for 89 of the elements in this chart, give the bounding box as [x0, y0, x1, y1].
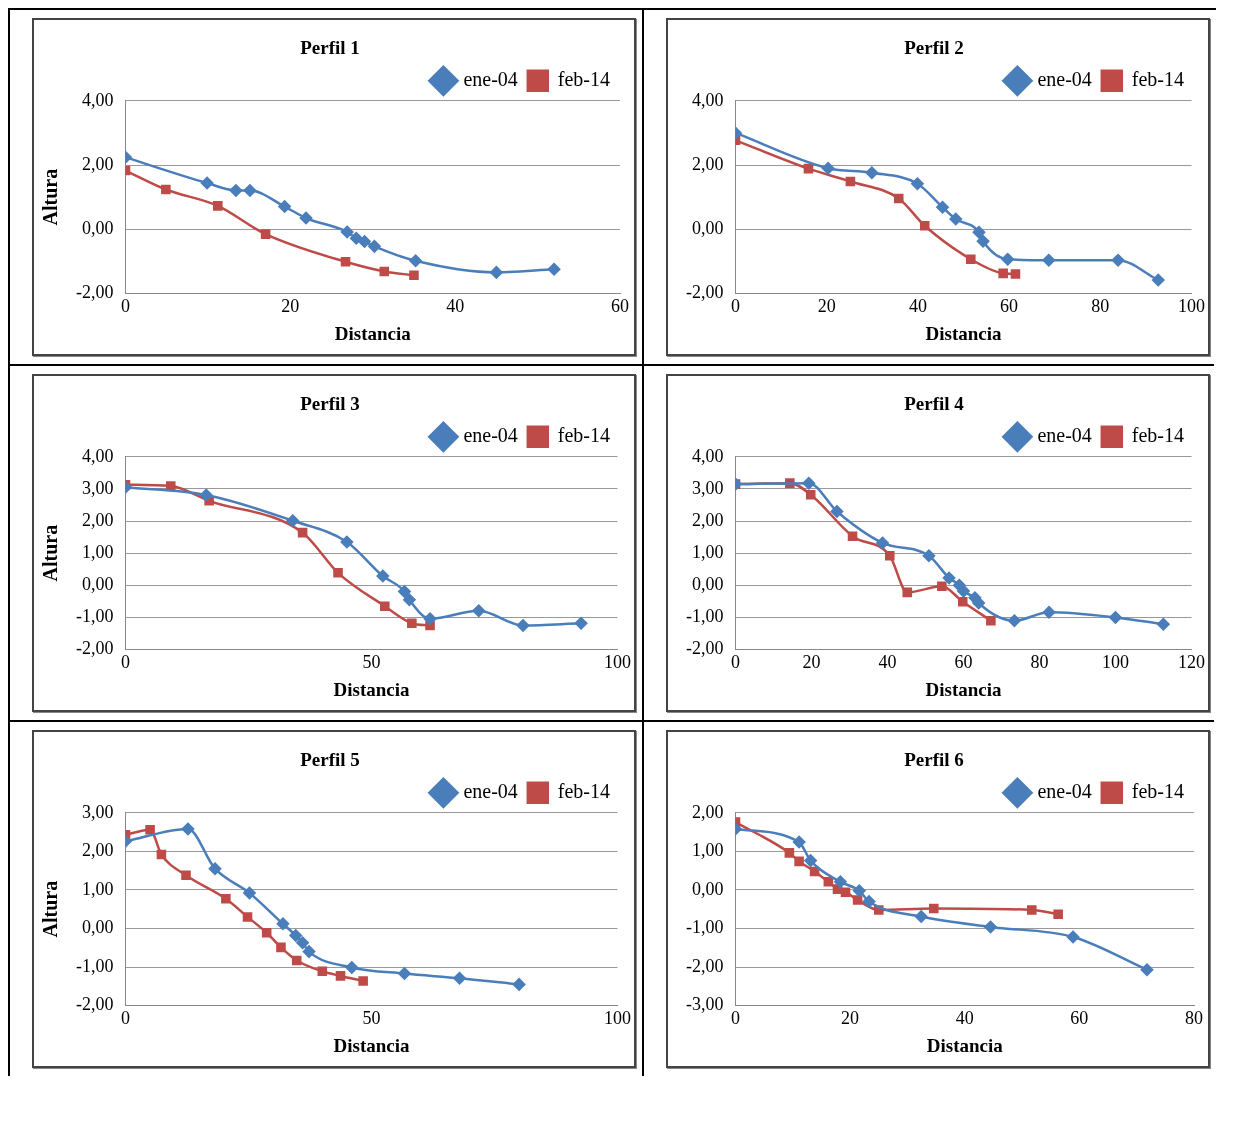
x-tick-label: 20 — [841, 1008, 860, 1029]
x-tick-label: 100 — [604, 652, 631, 673]
y-tick-label: 3,00 — [691, 477, 724, 498]
y-tick-label: 3,00 — [81, 477, 114, 498]
y-tick-label: 0,00 — [691, 574, 724, 595]
x-tick-label: 40 — [878, 652, 897, 673]
y-tick-label: -1,00 — [685, 917, 724, 938]
x-tick-label: 0 — [120, 652, 130, 673]
y-tick-label: -2,00 — [75, 282, 114, 303]
y-tick-label: 0,00 — [81, 574, 114, 595]
legend-label: ene-04 — [463, 424, 518, 447]
x-tick-label: 60 — [1070, 1008, 1089, 1029]
y-tick-label: -2,00 — [75, 638, 114, 659]
y-tick-label: 2,00 — [691, 509, 724, 530]
x-tick-label: 0 — [730, 652, 740, 673]
y-tick-label: -2,00 — [685, 282, 724, 303]
x-tick-label: 50 — [362, 1008, 381, 1029]
x-axis-title: Distancia — [925, 678, 1002, 700]
y-tick-label: 0,00 — [691, 878, 724, 899]
x-axis-title: Distancia — [925, 322, 1002, 344]
x-axis-title: Distancia — [926, 1034, 1004, 1056]
y-tick-label: -1,00 — [685, 606, 724, 627]
y-tick-label: -1,00 — [75, 606, 114, 627]
x-tick-label: 40 — [908, 296, 927, 317]
x-tick-label: 100 — [1178, 296, 1205, 317]
legend-label: feb-14 — [1131, 780, 1185, 803]
y-tick-label: 1,00 — [691, 840, 724, 861]
legend-label: ene-04 — [1037, 780, 1092, 803]
y-tick-label: 4,00 — [81, 89, 114, 110]
y-tick-label: 4,00 — [691, 89, 724, 110]
y-tick-label: 2,00 — [81, 153, 114, 174]
legend-label: feb-14 — [557, 424, 611, 447]
x-tick-label: 20 — [817, 296, 836, 317]
x-tick-label: 50 — [362, 652, 381, 673]
x-axis-title: Distancia — [333, 678, 410, 700]
y-axis-title: Altura — [39, 168, 62, 226]
legend-label: feb-14 — [1131, 68, 1185, 91]
x-tick-label: 40 — [446, 296, 465, 317]
x-tick-label: 0 — [120, 1008, 130, 1029]
x-tick-label: 20 — [281, 296, 300, 317]
y-tick-label: 1,00 — [691, 541, 724, 562]
y-tick-label: -1,00 — [75, 955, 114, 976]
legend-label: ene-04 — [1037, 424, 1092, 447]
x-axis-title: Distancia — [333, 1034, 410, 1056]
y-tick-label: 4,00 — [81, 445, 114, 466]
legend-label: feb-14 — [557, 780, 611, 803]
chart-title: Perfil 4 — [904, 393, 965, 415]
legend-label: feb-14 — [1131, 424, 1185, 447]
x-tick-label: 0 — [120, 296, 130, 317]
y-axis-title: Altura — [39, 524, 62, 582]
y-tick-label: 0,00 — [691, 218, 724, 239]
y-tick-label: -3,00 — [685, 994, 724, 1015]
y-axis-title: Altura — [39, 880, 62, 938]
chart-title: Perfil 5 — [300, 749, 360, 771]
y-tick-label: 2,00 — [691, 801, 724, 822]
y-tick-label: 1,00 — [81, 878, 114, 899]
x-tick-label: 80 — [1030, 652, 1049, 673]
x-axis-title: Distancia — [334, 322, 412, 344]
y-tick-label: 3,00 — [81, 801, 114, 822]
y-tick-label: 2,00 — [691, 153, 724, 174]
x-tick-label: 60 — [611, 296, 629, 317]
y-tick-label: 4,00 — [691, 445, 724, 466]
chart-title: Perfil 2 — [904, 37, 964, 59]
x-tick-label: 120 — [1178, 652, 1205, 673]
y-tick-label: 2,00 — [81, 840, 114, 861]
legend-label: ene-04 — [463, 780, 518, 803]
chart-title: Perfil 3 — [300, 393, 360, 415]
y-tick-label: 0,00 — [81, 218, 114, 239]
legend-label: ene-04 — [463, 68, 518, 91]
chart-title: Perfil 6 — [904, 749, 964, 771]
y-tick-label: -2,00 — [75, 994, 114, 1015]
legend-label: ene-04 — [1037, 68, 1092, 91]
x-tick-label: 0 — [730, 1008, 740, 1029]
x-tick-label: 60 — [954, 652, 973, 673]
x-tick-label: 20 — [802, 652, 821, 673]
x-tick-label: 0 — [730, 296, 740, 317]
chart-title: Perfil 1 — [300, 37, 360, 59]
x-tick-label: 100 — [1102, 652, 1129, 673]
y-tick-label: 2,00 — [81, 509, 114, 530]
x-tick-label: 80 — [1091, 296, 1110, 317]
x-tick-label: 60 — [1000, 296, 1019, 317]
y-tick-label: 1,00 — [81, 541, 114, 562]
legend-label: feb-14 — [557, 68, 611, 91]
x-tick-label: 80 — [1185, 1008, 1203, 1029]
x-tick-label: 100 — [604, 1008, 631, 1029]
y-tick-label: 0,00 — [81, 917, 114, 938]
y-tick-label: -2,00 — [685, 638, 724, 659]
y-tick-label: -2,00 — [685, 955, 724, 976]
x-tick-label: 40 — [955, 1008, 974, 1029]
